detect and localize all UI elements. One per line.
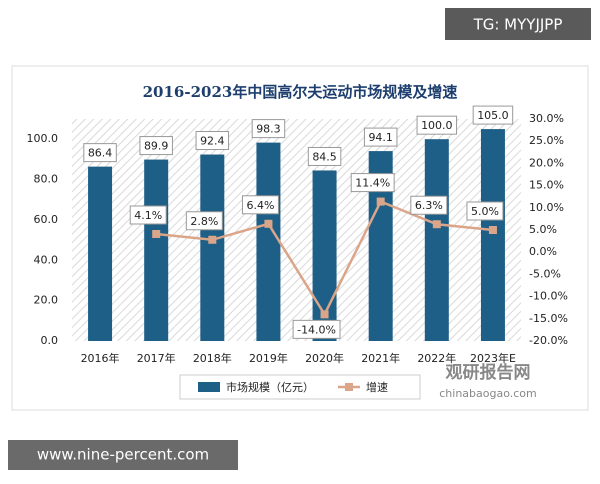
data-label: 94.1 [368,131,393,144]
data-label: -14.0% [297,323,336,336]
y-tick-label: 40.0 [34,253,59,266]
label-box [307,146,342,166]
y-tick-label: 60.0 [34,213,59,226]
bar [480,129,505,341]
data-label: 4.1% [134,209,162,222]
line-marker [320,310,329,319]
y-tick-label: 0.0 [41,334,59,347]
label-box [185,211,223,231]
watermark-box [445,8,591,40]
y2-tick-label: 15.0% [529,179,564,192]
data-label: 92.4 [200,135,225,148]
label-box [350,173,395,193]
data-label: 86.4 [88,147,113,160]
data-label: 5.0% [471,205,499,218]
x-tick-label: 2022年 [417,351,456,365]
line-marker [488,226,497,234]
x-tick-label: 2016年 [81,351,120,365]
bar [144,159,169,341]
data-label: 6.4% [246,199,274,212]
label-box [410,195,448,215]
y2-tick-label: 0.0% [529,245,557,258]
data-label: 98.3 [256,123,281,136]
y2-tick-label: 5.0% [529,223,557,236]
line-marker [376,197,385,206]
watermark: www.nine-percent.com [37,446,209,464]
legend-swatch [198,382,220,392]
data-label: 11.4% [355,177,390,190]
x-tick-label: 2018年 [193,351,232,365]
bar [88,166,113,341]
data-label: 105.0 [477,109,509,122]
x-tick-label: 2021年 [361,351,400,365]
legend-label: 增速 [366,380,388,394]
legend-label: 市场规模（亿元） [226,380,314,394]
label-box [416,115,458,135]
label-box [195,131,230,151]
y2-tick-label: 30.0% [529,112,564,125]
y2-tick-label: 20.0% [529,156,564,169]
x-tick-label: 2019年 [249,351,288,365]
label-box [472,105,514,125]
x-tick-label: 2017年 [137,351,176,365]
label-box [129,205,167,225]
label-box [466,201,504,221]
data-label: 6.3% [415,199,443,212]
line-marker [432,220,441,229]
label-box [139,136,173,156]
watermark-box [8,440,238,470]
data-label: 89.9 [144,140,169,153]
y-tick-label: 20.0 [34,294,59,307]
label-box [292,319,341,339]
bar [256,142,281,341]
data-label: 100.0 [421,119,453,132]
x-tick-label: 2023年E [470,351,516,365]
y2-tick-label: -20.0% [529,334,568,347]
line-marker [152,229,161,238]
watermark: TG: MYYJJPP [473,16,563,34]
legend-swatch [345,383,353,391]
y-tick-label: 100.0 [27,132,59,145]
bar [424,139,449,341]
y2-tick-label: -5.0% [529,267,561,280]
x-tick-label: 2020年 [305,351,344,365]
data-label: 2.8% [190,215,218,228]
y2-tick-label: -10.0% [529,290,568,303]
label-box [251,119,286,139]
plot-background [72,119,521,341]
chart-title: 2016-2023年中国高尔夫运动市场规模及增速 [143,83,458,101]
bar [200,154,225,341]
label-box [83,143,117,163]
y2-tick-label: 25.0% [529,134,564,147]
y2-tick-label: -15.0% [529,312,568,325]
label-box [363,127,398,147]
y-tick-label: 80.0 [34,173,59,186]
line-marker [264,219,273,228]
label-box [241,195,279,215]
line-marker [208,235,217,244]
logo-url: chinabaogao.com [439,387,537,400]
y2-tick-label: 10.0% [529,201,564,214]
logo: 观研报告网 [445,362,531,383]
data-label: 84.5 [312,150,337,163]
